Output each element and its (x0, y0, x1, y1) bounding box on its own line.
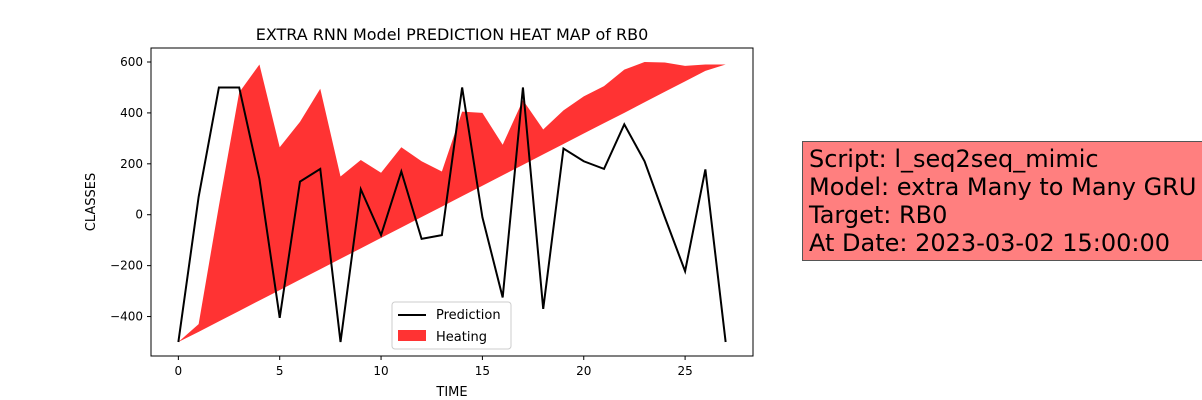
info-box: Script: l_seq2seq_mimic Model: extra Man… (802, 141, 1202, 261)
x-tick-label: 0 (175, 364, 183, 378)
x-axis-label: TIME (435, 385, 467, 400)
legend-heating-swatch (398, 330, 426, 341)
y-tick-label: 400 (120, 106, 143, 120)
chart-title: EXTRA RNN Model PREDICTION HEAT MAP of R… (256, 25, 649, 44)
info-date: At Date: 2023-03-02 15:00:00 (809, 229, 1171, 257)
x-tick-label: 5 (276, 364, 284, 378)
info-model: Model: extra Many to Many GRU (809, 173, 1197, 201)
axes-frame (150, 47, 754, 357)
y-axis-label: CLASSES (84, 173, 99, 231)
y-tick-label: 200 (120, 157, 143, 171)
x-tick-label: 20 (576, 364, 591, 378)
prediction-line (177, 86, 727, 343)
legend-heating-label: Heating (436, 330, 487, 345)
plot-area: 0 5 10 15 20 25 −400 −200 0 200 400 600 Prediction He… (110, 47, 754, 378)
x-tick-label: 15 (475, 364, 490, 378)
y-tick-label: 0 (135, 208, 143, 222)
x-tick-label: 25 (677, 364, 692, 378)
info-target: Target: RB0 (809, 201, 948, 229)
legend-prediction-label: Prediction (436, 308, 501, 323)
info-script: Script: l_seq2seq_mimic (809, 145, 1099, 173)
heating-area (178, 62, 726, 342)
y-tick-label: −200 (110, 259, 143, 273)
y-tick-label: 600 (120, 55, 143, 69)
y-tick-label: −400 (110, 310, 143, 324)
x-tick-label: 10 (373, 364, 388, 378)
